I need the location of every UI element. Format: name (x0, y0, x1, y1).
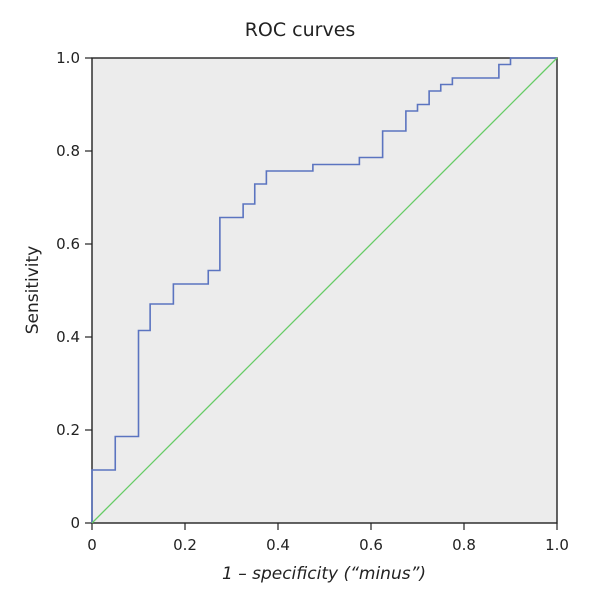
series-layer (91, 57, 558, 524)
roc-curve-line (91, 57, 557, 523)
x-tick-label: 0 (87, 536, 97, 554)
x-tick-label: 0.6 (359, 536, 383, 554)
x-tick-label: 0.2 (173, 536, 197, 554)
chart-title: ROC curves (245, 19, 356, 41)
x-tick-label: 0.4 (266, 536, 290, 554)
y-tick-label: 0 (70, 514, 80, 532)
y-tick-label: 0.4 (56, 328, 80, 346)
y-tick-label: 0.6 (56, 235, 80, 253)
reference-diagonal-line (91, 57, 558, 524)
y-axis: 0 0.2 0.4 0.6 0.8 1.0 (56, 49, 92, 532)
y-axis-label: Sensitivity (23, 246, 43, 335)
y-tick-label: 0.8 (56, 142, 80, 160)
x-tick-label: 0.8 (452, 536, 476, 554)
y-tick-label: 1.0 (56, 49, 80, 67)
x-tick-label: 1.0 (545, 536, 569, 554)
y-tick-label: 0.2 (56, 421, 80, 439)
x-axis: 0 0.2 0.4 0.6 0.8 1.0 (87, 523, 569, 554)
x-axis-label: 1 – specificity (“minus”) (222, 564, 426, 584)
